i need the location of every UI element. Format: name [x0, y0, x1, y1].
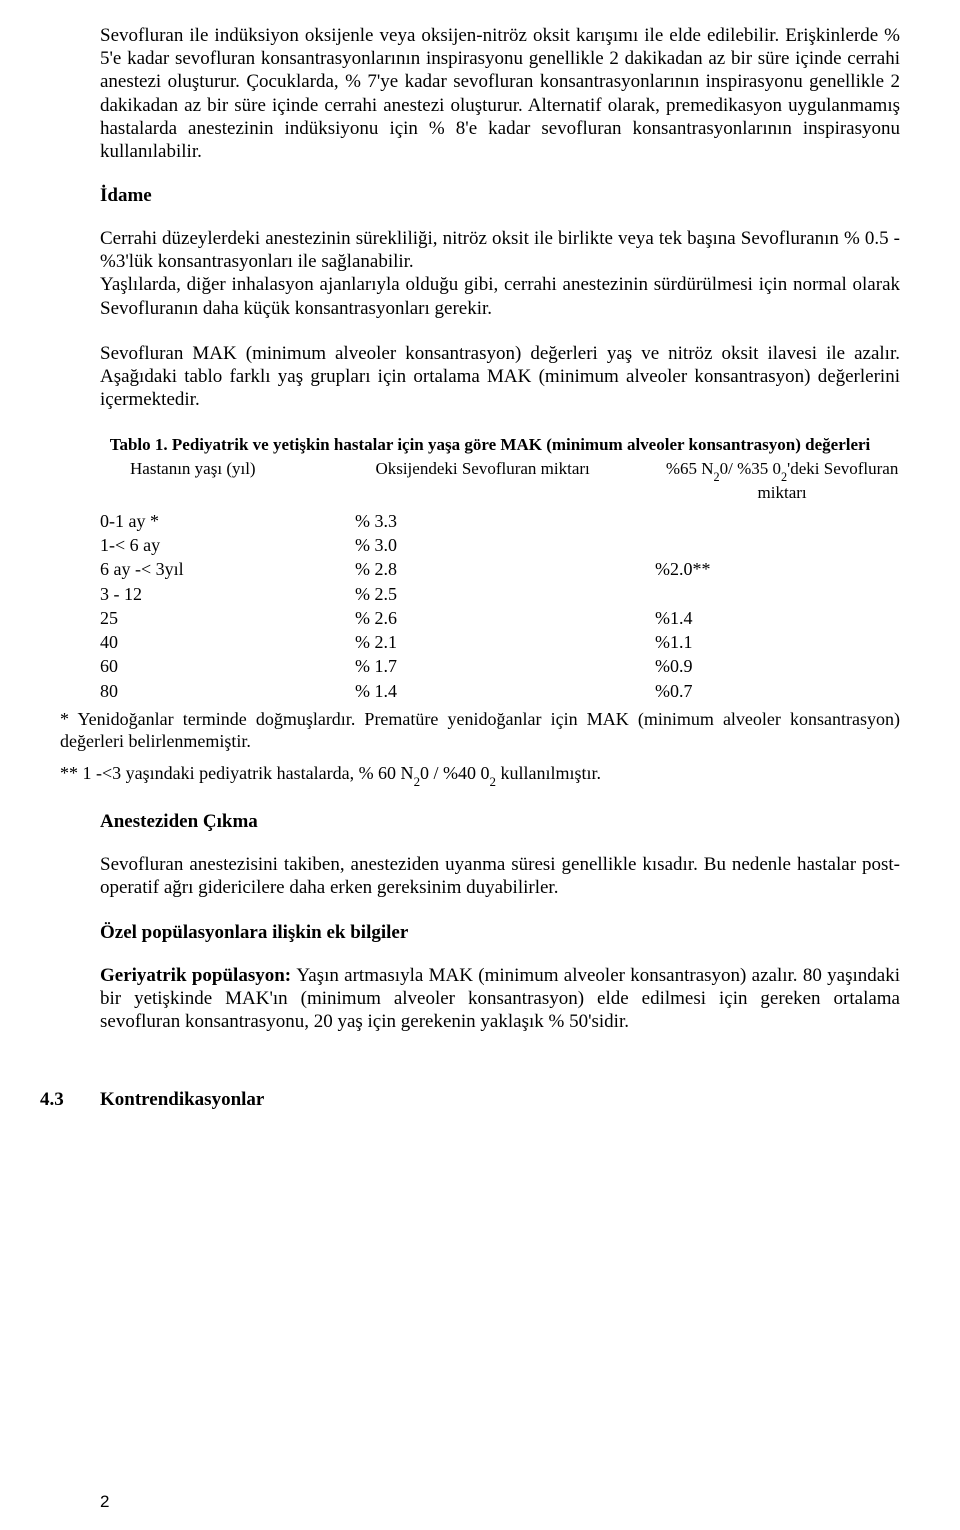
table-row: 3 - 12 % 2.5	[100, 582, 900, 606]
subscript-2: 2	[414, 774, 420, 789]
section-number: 4.3	[40, 1089, 100, 1111]
subscript-2: 2	[714, 470, 720, 484]
cell-oxy: % 2.8	[355, 557, 655, 581]
cell-age: 25	[100, 606, 355, 630]
document-page: Sevofluran ile indüksiyon oksijenle veya…	[0, 0, 960, 1530]
subscript-2: 2	[781, 470, 787, 484]
paragraph-induksiyon: Sevofluran ile indüksiyon oksijenle veya…	[100, 24, 900, 163]
cell-age: 0-1 ay *	[100, 509, 355, 533]
geriyatrik-label: Geriyatrik popülasyon:	[100, 965, 296, 986]
cell-n2o: %1.4	[655, 606, 900, 630]
heading-anesteziden-cikma: Anesteziden Çıkma	[100, 811, 900, 833]
cell-age: 3 - 12	[100, 582, 355, 606]
table-footnote-2: ** 1 -<3 yaşındaki pediyatrik hastalarda…	[60, 763, 900, 787]
fn2-c: kullanılmıştır.	[496, 763, 601, 783]
cell-n2o: %1.1	[655, 630, 900, 654]
cell-age: 60	[100, 654, 355, 678]
col-header-n2o: %65 N20/ %35 02'deki Sevofluran miktarı	[664, 459, 900, 502]
section-title: Kontrendikasyonlar	[100, 1089, 264, 1111]
table-row: 60 % 1.7 %0.9	[100, 654, 900, 678]
cell-oxy: % 3.0	[355, 533, 655, 557]
fn2-a: ** 1 -<3 yaşındaki pediyatrik hastalarda…	[60, 763, 414, 783]
paragraph-geriyatrik: Geriyatrik popülasyon: Yaşın artmasıyla …	[100, 964, 900, 1034]
cell-n2o	[655, 509, 900, 533]
subscript-2: 2	[490, 774, 496, 789]
table-row: 25 % 2.6 %1.4	[100, 606, 900, 630]
table-row: 6 ay -< 3yıl % 2.8 %2.0**	[100, 557, 900, 581]
page-number: 2	[100, 1492, 109, 1512]
cell-oxy: % 2.6	[355, 606, 655, 630]
cell-n2o: %2.0**	[655, 557, 900, 581]
heading-idame: İdame	[100, 185, 900, 207]
n2o-part-a: %65 N	[666, 459, 714, 478]
cell-n2o: %0.9	[655, 654, 900, 678]
cell-oxy: % 3.3	[355, 509, 655, 533]
cell-oxy: % 2.5	[355, 582, 655, 606]
cell-n2o: %0.7	[655, 679, 900, 703]
cell-age: 40	[100, 630, 355, 654]
paragraph-idame-2: Yaşlılarda, diğer inhalasyon ajanlarıyla…	[100, 273, 900, 319]
n2o-part-b: 0/ %35 0	[720, 459, 781, 478]
table-header-row: Hastanın yaşı (yıl) Oksijendeki Sevoflur…	[100, 459, 900, 502]
cell-oxy: % 1.7	[355, 654, 655, 678]
col-header-oxygen: Oksijendeki Sevofluran miktarı	[375, 459, 664, 502]
cell-oxy: % 1.4	[355, 679, 655, 703]
fn2-b: 0 / %40 0	[420, 763, 490, 783]
table-title: Tablo 1. Pediyatrik ve yetişkin hastalar…	[60, 435, 920, 455]
table-footnote-1: * Yenidoğanlar terminde doğmuşlardır. Pr…	[60, 709, 900, 753]
table-row: 1-< 6 ay % 3.0	[100, 533, 900, 557]
section-4-3: 4.3 Kontrendikasyonlar	[40, 1089, 900, 1111]
table-row: 80 % 1.4 %0.7	[100, 679, 900, 703]
paragraph-cikma: Sevofluran anestezisini takiben, anestez…	[100, 853, 900, 899]
cell-oxy: % 2.1	[355, 630, 655, 654]
cell-age: 6 ay -< 3yıl	[100, 557, 355, 581]
table-row: 40 % 2.1 %1.1	[100, 630, 900, 654]
mak-table: Hastanın yaşı (yıl) Oksijendeki Sevoflur…	[100, 459, 900, 703]
cell-n2o	[655, 582, 900, 606]
col-header-age: Hastanın yaşı (yıl)	[100, 459, 375, 502]
heading-ozel-populasyon: Özel popülasyonlara ilişkin ek bilgiler	[100, 922, 900, 944]
paragraph-mak: Sevofluran MAK (minimum alveoler konsant…	[100, 342, 900, 412]
table-row: 0-1 ay * % 3.3	[100, 509, 900, 533]
paragraph-idame-1: Cerrahi düzeylerdeki anestezinin sürekli…	[100, 227, 900, 273]
cell-age: 1-< 6 ay	[100, 533, 355, 557]
cell-n2o	[655, 533, 900, 557]
cell-age: 80	[100, 679, 355, 703]
